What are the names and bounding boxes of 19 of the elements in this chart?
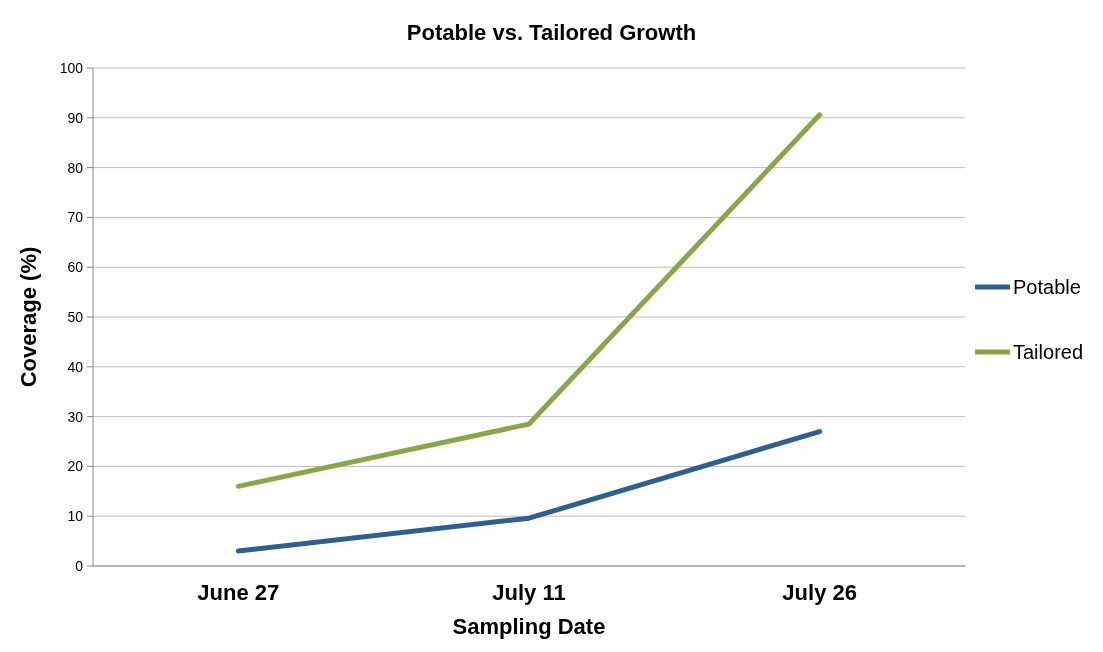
- y-tick-label: 100: [59, 59, 84, 76]
- y-tick-label: 0: [75, 557, 84, 574]
- y-tick-label: 50: [67, 308, 84, 325]
- x-tick-label: July 26: [782, 580, 857, 605]
- chart-title: Potable vs. Tailored Growth: [406, 20, 697, 45]
- x-axis-title: Sampling Date: [452, 614, 606, 639]
- y-tick-label: 40: [67, 358, 84, 375]
- x-tick-label: July 11: [492, 580, 566, 605]
- legend-label: Tailored: [1013, 341, 1084, 363]
- y-tick-label: 90: [67, 109, 84, 126]
- y-tick-label: 10: [67, 508, 84, 525]
- legend-label: Potable: [1013, 276, 1081, 298]
- y-tick-label: 80: [67, 159, 84, 176]
- y-tick-label: 70: [67, 209, 84, 226]
- y-axis-title: Coverage (%): [16, 246, 41, 388]
- y-tick-label: 20: [67, 458, 84, 475]
- y-tick-label: 30: [67, 408, 84, 425]
- y-tick-label: 60: [67, 259, 84, 276]
- x-tick-label: June 27: [197, 580, 280, 605]
